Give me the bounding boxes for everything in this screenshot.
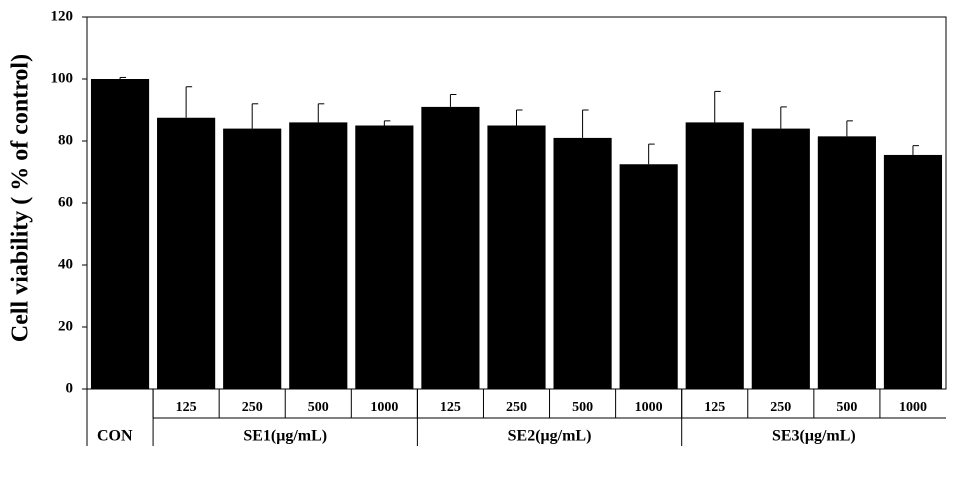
x-tick-label: 125	[176, 400, 197, 415]
bar	[90, 79, 150, 389]
y-tick-label: 40	[58, 256, 73, 272]
x-tick-label: 500	[836, 400, 857, 415]
y-tick-label: 20	[58, 318, 73, 334]
bar	[223, 128, 282, 389]
x-tick-label: 1000	[899, 400, 927, 415]
bar	[157, 117, 216, 389]
bar	[883, 154, 943, 389]
x-tick-label: 250	[770, 400, 791, 415]
bar	[553, 137, 612, 389]
group-label: SE2(μg/mL)	[508, 428, 592, 445]
y-tick-label: 60	[58, 194, 73, 210]
y-tick-label: 80	[58, 132, 73, 148]
x-tick-label: 125	[440, 400, 461, 415]
x-tick-label: 1000	[635, 400, 663, 415]
x-tick-label: 125	[704, 400, 725, 415]
bar	[355, 125, 414, 389]
group-label: SE1(μg/mL)	[243, 428, 327, 445]
y-axis-label: Cell viability ( % of control)	[8, 54, 34, 342]
group-label: CON	[97, 428, 133, 445]
y-tick-label: 120	[51, 8, 74, 24]
bar	[751, 128, 810, 389]
y-tick-label: 0	[66, 380, 74, 396]
bar	[619, 164, 678, 389]
bar	[289, 122, 348, 390]
x-tick-label: 500	[572, 400, 593, 415]
bar	[421, 106, 480, 390]
x-tick-label: 500	[308, 400, 329, 415]
bar	[817, 136, 876, 389]
x-tick-label: 250	[242, 400, 263, 415]
group-label: SE3(μg/mL)	[772, 428, 856, 445]
bar	[685, 122, 744, 390]
bar	[487, 125, 546, 389]
x-tick-label: 250	[506, 400, 527, 415]
y-tick-label: 100	[51, 70, 74, 86]
x-tick-label: 1000	[370, 400, 398, 415]
